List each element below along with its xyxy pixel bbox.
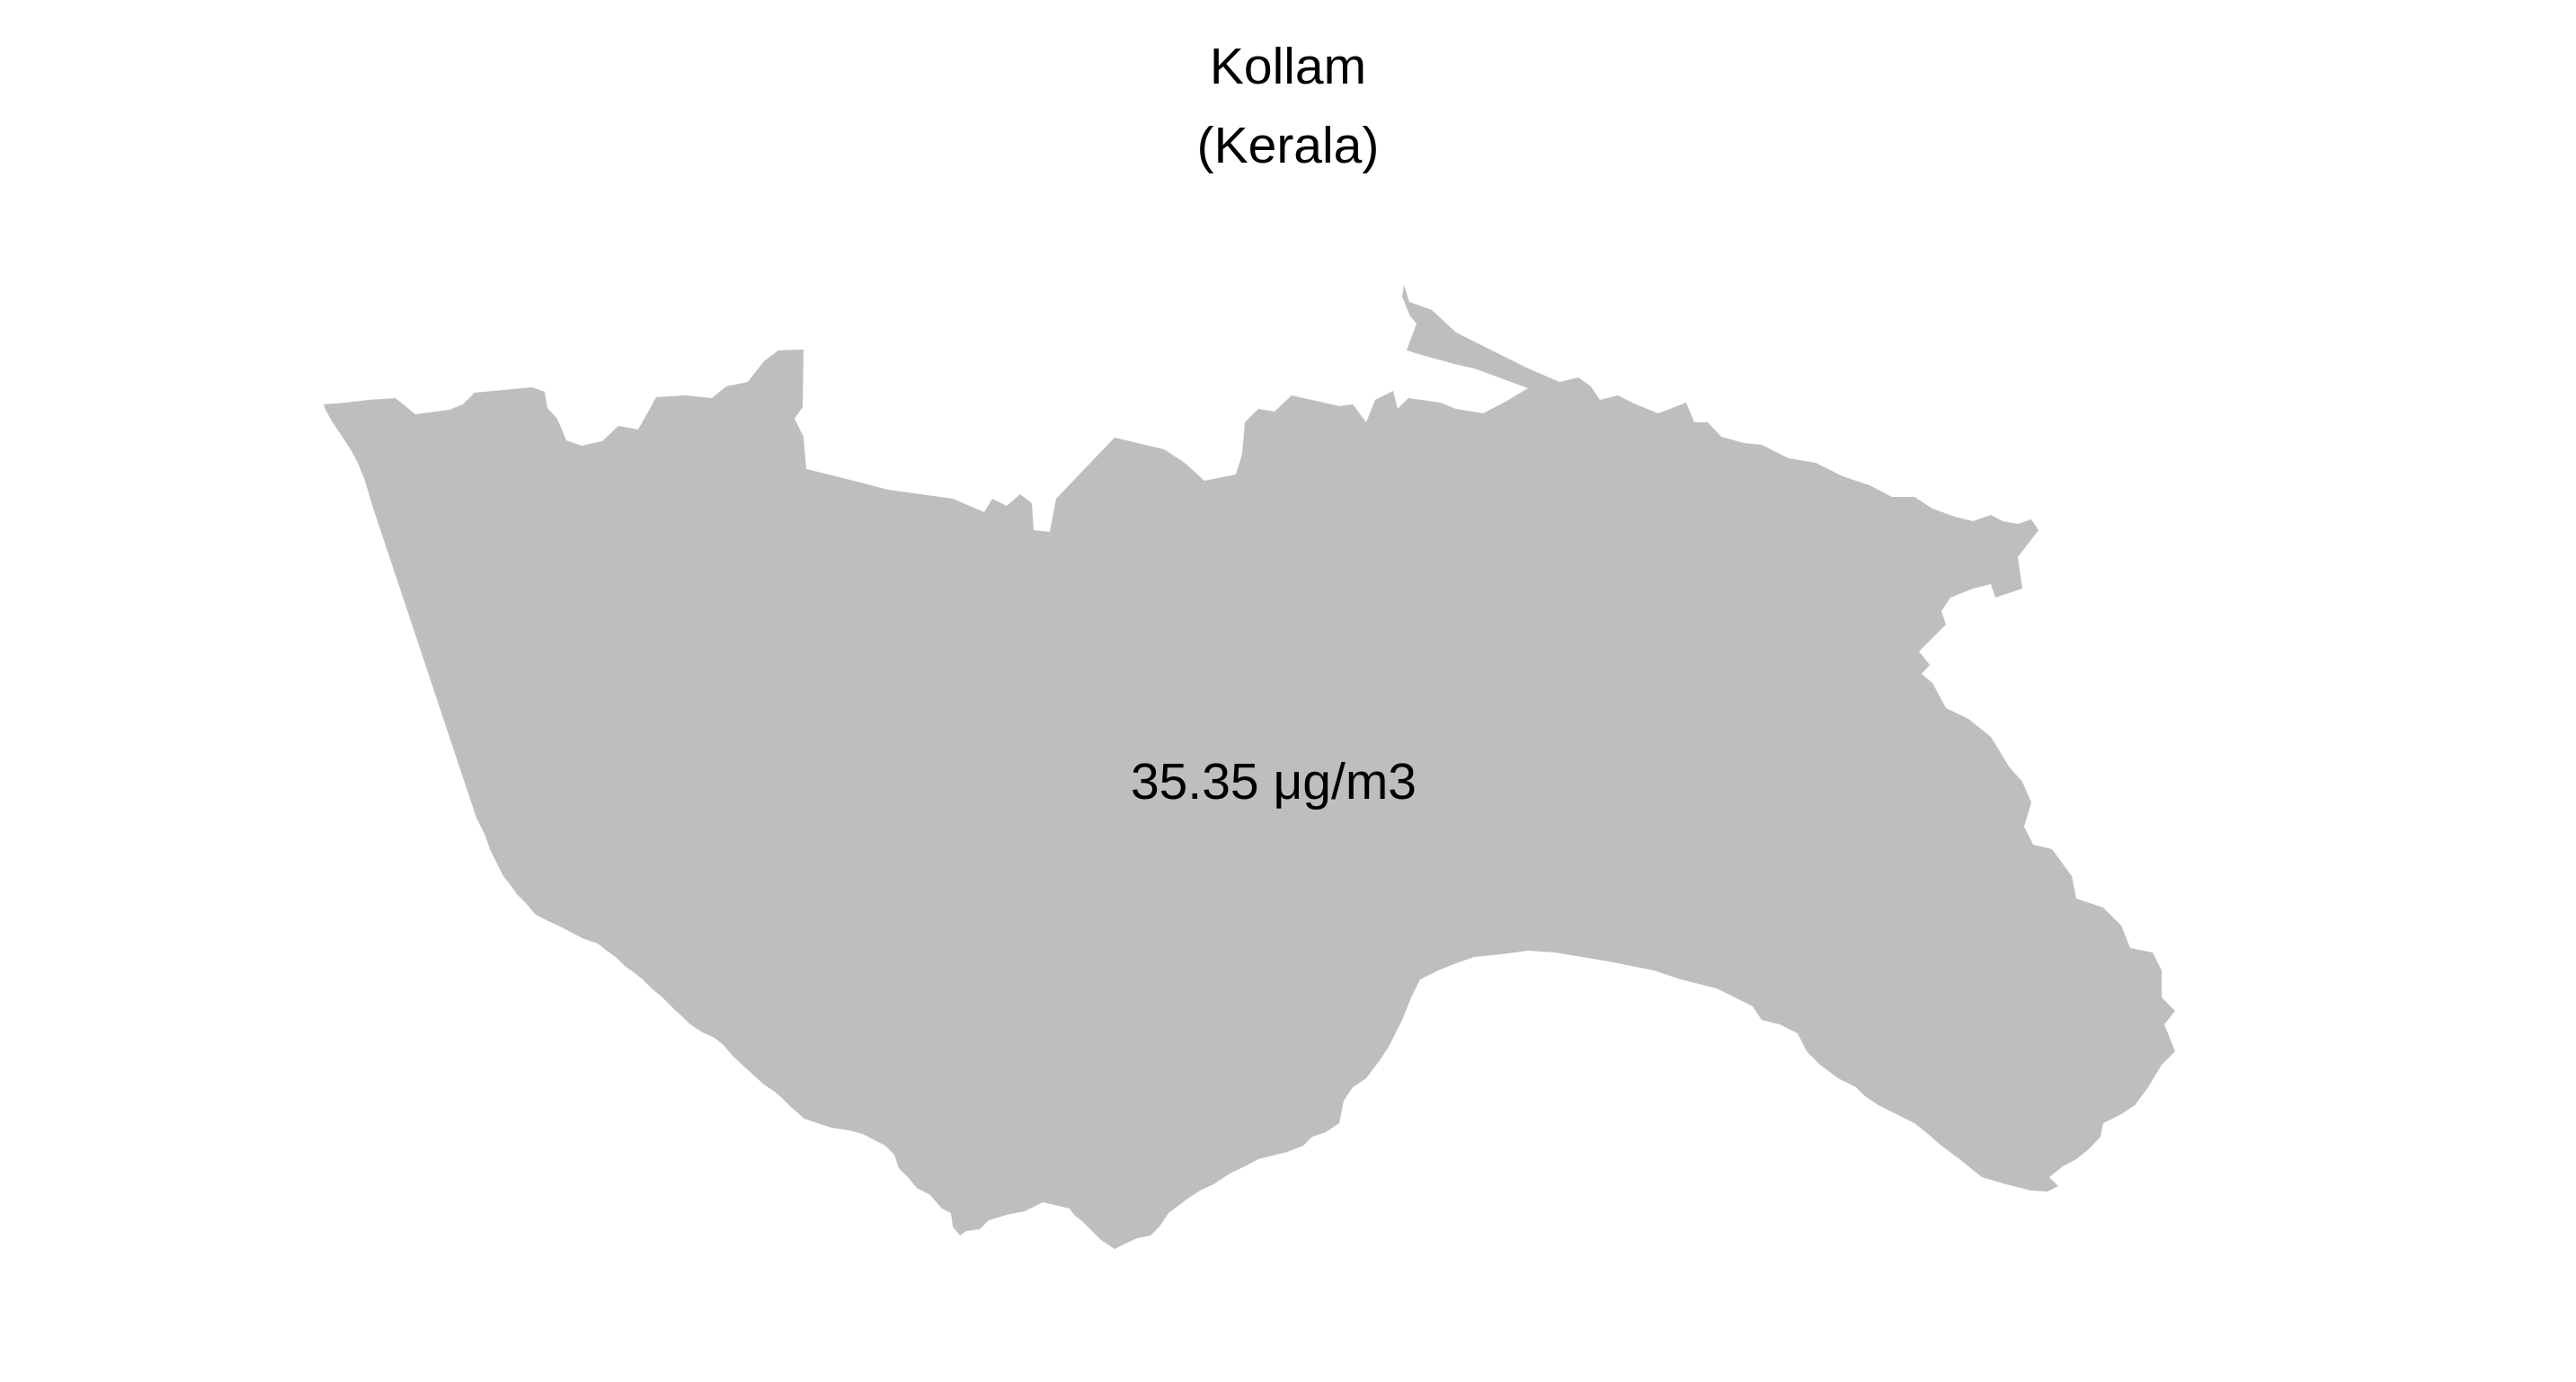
map-title: Kollam (1209, 38, 1367, 95)
pm25-value-label: 35.35 μg/m3 (1130, 753, 1417, 811)
map-subtitle: (Kerala) (1196, 117, 1380, 174)
kollam-district-shape (324, 285, 2175, 1249)
